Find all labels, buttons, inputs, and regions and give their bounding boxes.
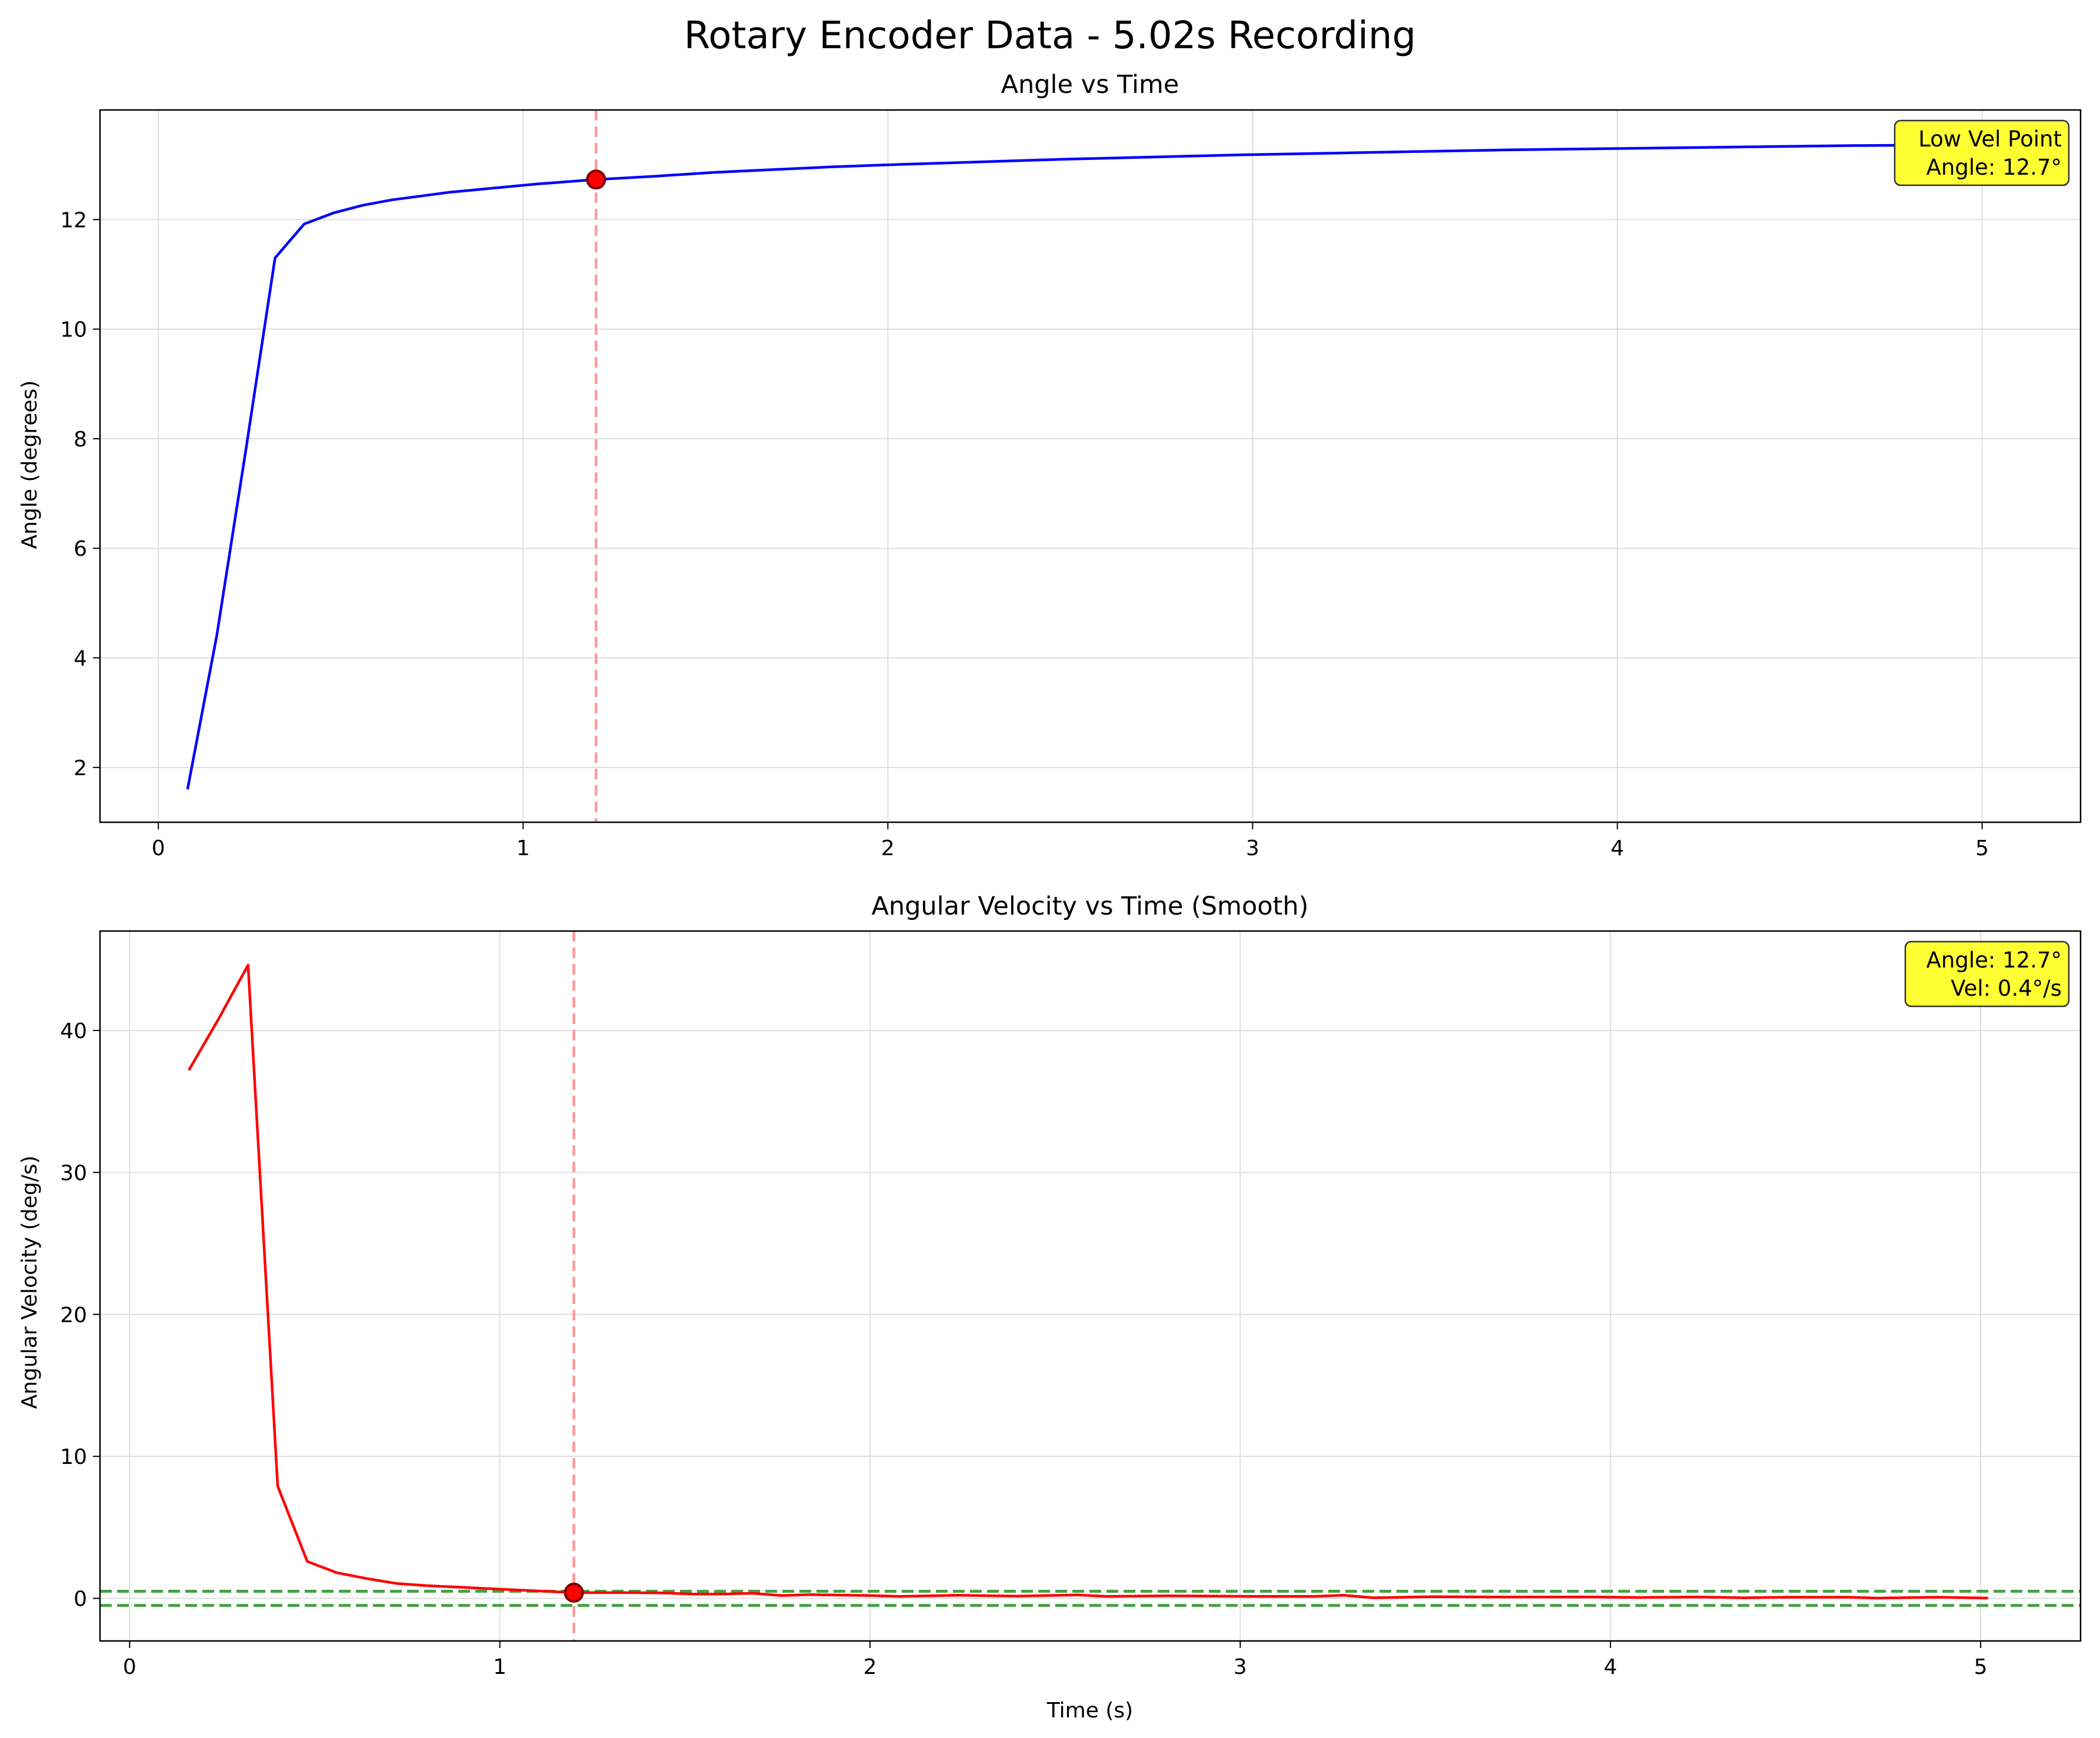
velocity-vs-time-panel: Angular Velocity vs Time (Smooth) Angula… (18, 892, 2082, 1723)
low-vel-point-annotation: Low Vel Point Angle: 12.7° (1894, 119, 2070, 186)
annotation-line-1: Angle: 12.7° (1926, 948, 2062, 973)
velocity-plot-frame (99, 930, 2082, 1642)
figure-title: Rotary Encoder Data - 5.02s Recording (684, 14, 1416, 58)
velocity-y-tick-label: 40 (60, 1019, 87, 1043)
angle-series (186, 143, 1990, 790)
velocity-reference-lines (100, 931, 2081, 1641)
velocity-y-tick-label: 20 (60, 1303, 87, 1327)
annotation-box (1904, 940, 2070, 1008)
velocity-x-tick-label: 5 (1974, 1655, 1988, 1679)
annotation-line-2: Vel: 0.4°/s (1951, 976, 2062, 1001)
angle-x-tick-label: 5 (1975, 836, 1989, 860)
velocity-y-axis-label: Angular Velocity (deg/s) (18, 1156, 42, 1409)
velocity-x-tick-label: 3 (1234, 1655, 1247, 1679)
angle-chart-title: Angle vs Time (1001, 70, 1179, 99)
angle-series-line (186, 143, 1990, 790)
angle-x-tick-label: 0 (152, 836, 165, 860)
velocity-y-tick-label: 0 (74, 1587, 87, 1612)
velocity-chart-title: Angular Velocity vs Time (Smooth) (871, 892, 1308, 921)
angle-vs-time-panel: Angle vs Time Angle (degrees) 0 1 2 3 4 52468… (18, 70, 2082, 860)
angle-x-tick-label: 4 (1611, 836, 1624, 860)
velocity-axis-ticks: 0 1 2 3 4 5 0 10 20 30 40 (60, 1019, 1987, 1679)
angle-x-tick-label: 2 (881, 836, 895, 860)
velocity-low-vel-marker (564, 1582, 584, 1603)
angle-y-tick-label: 6 (74, 537, 87, 561)
velocity-grid (100, 931, 2081, 1641)
angle-x-tick-label: 3 (1246, 836, 1259, 860)
angle-y-tick-label: 8 (74, 428, 87, 452)
velocity-x-tick-label: 0 (123, 1655, 136, 1679)
annotation-line-1: Low Vel Point (1918, 126, 2062, 152)
velocity-x-tick-label: 4 (1604, 1655, 1617, 1679)
angle-y-tick-label: 4 (74, 647, 87, 671)
velocity-y-tick-label: 30 (60, 1161, 87, 1185)
velocity-x-tick-label: 1 (493, 1655, 506, 1679)
velocity-annotation: Angle: 12.7° Vel: 0.4°/s (1904, 940, 2070, 1008)
angle-plot-frame (99, 109, 2082, 823)
angle-y-tick-label: 10 (60, 318, 87, 342)
annotation-line-2: Angle: 12.7° (1926, 155, 2062, 180)
velocity-series (188, 963, 1988, 1603)
velocity-y-tick-label: 10 (60, 1445, 87, 1469)
angle-grid (100, 110, 2081, 822)
velocity-series-line (188, 963, 1988, 1600)
angle-y-axis-label: Angle (degrees) (18, 381, 42, 549)
annotation-box (1894, 119, 2070, 186)
velocity-x-axis-label: Time (s) (1046, 1699, 1133, 1723)
angle-y-tick-label: 12 (60, 208, 87, 232)
angle-y-tick-label: 2 (74, 756, 87, 780)
velocity-x-tick-label: 2 (864, 1655, 877, 1679)
angle-low-vel-marker (586, 169, 606, 190)
angle-x-tick-label: 1 (516, 836, 530, 860)
